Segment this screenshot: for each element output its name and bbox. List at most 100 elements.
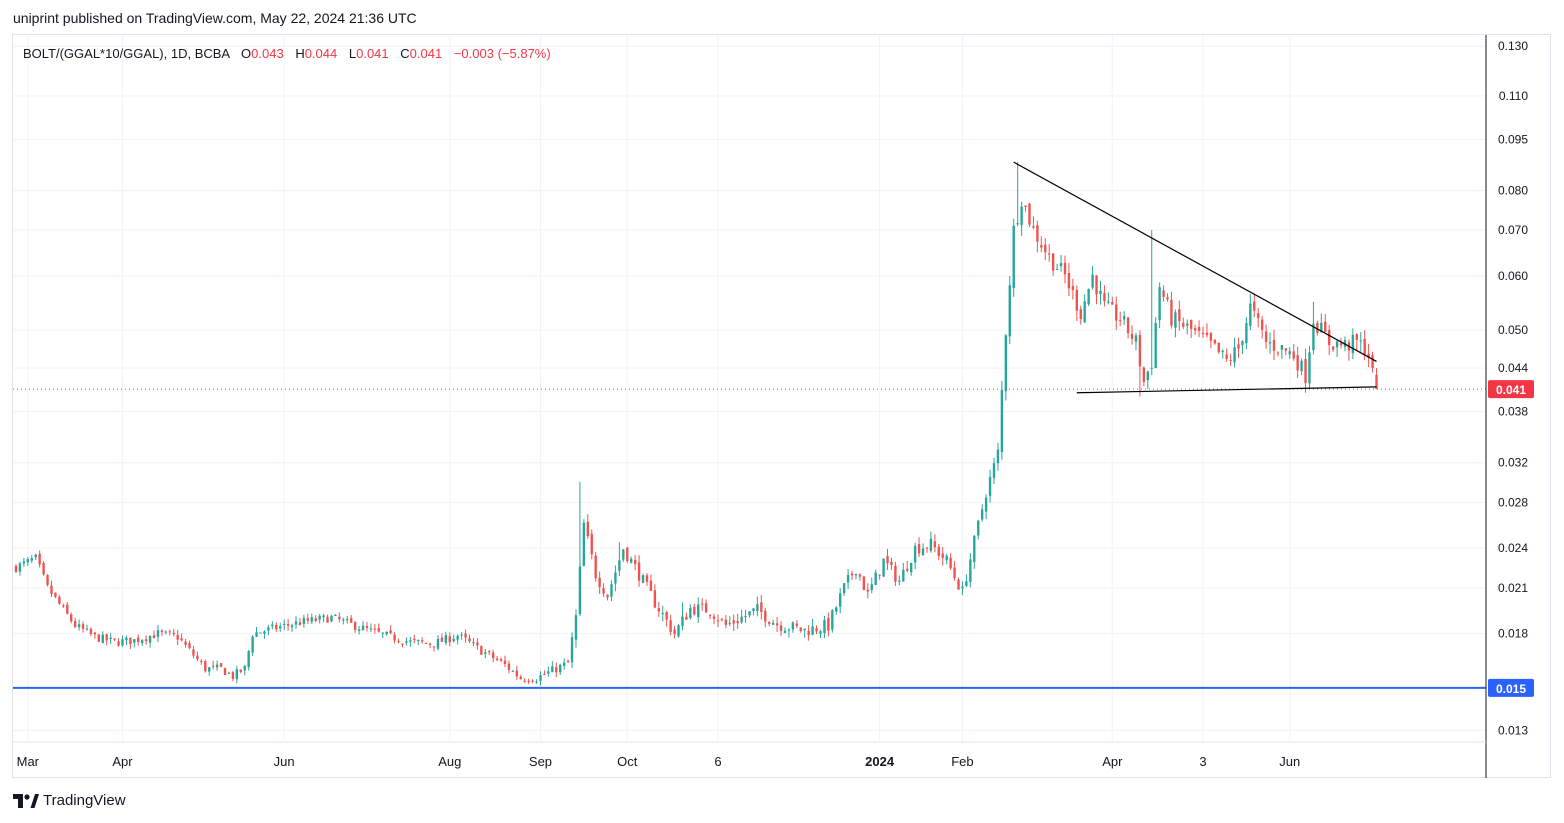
- candle-body: [152, 635, 156, 639]
- candle-body: [1359, 340, 1362, 342]
- candle-body: [259, 632, 262, 634]
- candle-body: [310, 617, 313, 622]
- candle-body: [93, 632, 97, 635]
- candle-body: [1296, 355, 1299, 371]
- candle-body: [168, 631, 171, 633]
- candle-body: [1126, 317, 1130, 334]
- candle-body: [1268, 342, 1272, 344]
- candle-body: [393, 634, 396, 641]
- candle-body: [125, 637, 128, 641]
- candle-body: [227, 672, 231, 674]
- candle-body: [129, 637, 132, 645]
- x-tick-label: Oct: [617, 754, 638, 769]
- y-tick-label: 0.060: [1498, 269, 1528, 283]
- candle-body: [511, 670, 515, 672]
- candle-body: [1339, 342, 1343, 346]
- candle-body: [1328, 330, 1331, 346]
- change-value: −0.003 (−5.87%): [453, 46, 551, 61]
- trendline: [1013, 161, 1377, 362]
- tradingview-brand[interactable]: TradingView: [13, 792, 126, 809]
- candle-body: [870, 584, 873, 591]
- candle-body: [756, 604, 759, 611]
- candle-body: [602, 588, 605, 594]
- y-tick-label: 0.024: [1498, 541, 1528, 555]
- candle-body: [1158, 287, 1161, 321]
- candle-body: [1225, 354, 1228, 360]
- trendline: [1076, 386, 1377, 394]
- candle-body: [768, 621, 771, 624]
- candle-body: [192, 649, 195, 656]
- candle-body: [1178, 309, 1181, 322]
- candle-body: [973, 536, 976, 562]
- candle-body: [346, 619, 349, 621]
- candle-body: [1257, 313, 1260, 319]
- candle-body: [385, 631, 388, 635]
- candle-body: [649, 580, 653, 591]
- candle-body: [665, 611, 668, 620]
- candle-body: [1233, 347, 1236, 363]
- candle-body: [109, 637, 112, 640]
- candle-body: [1186, 323, 1189, 326]
- candle-body: [279, 626, 282, 629]
- candle-body: [633, 559, 637, 565]
- candle-body: [819, 631, 822, 634]
- candle-body: [641, 575, 645, 583]
- x-tick-label: Feb: [951, 754, 973, 769]
- candle-body: [1292, 351, 1295, 359]
- candle-body: [215, 664, 219, 668]
- candle-body: [1036, 225, 1039, 242]
- candle-body: [1221, 350, 1224, 353]
- candle-body: [1122, 316, 1126, 320]
- candle-body: [531, 680, 534, 682]
- candle-body: [827, 617, 830, 631]
- candle-body: [689, 607, 692, 618]
- candle-body: [18, 563, 22, 572]
- candle-body: [1276, 352, 1280, 354]
- candle-body: [503, 660, 507, 664]
- candle-body: [752, 608, 755, 611]
- candle-body: [81, 624, 85, 629]
- candle-body: [1020, 206, 1023, 226]
- candle-body: [1146, 371, 1149, 381]
- reference-lines: [13, 388, 1486, 689]
- candle-body: [921, 548, 925, 556]
- candle-body: [748, 611, 751, 616]
- x-tick-label: Sep: [529, 754, 552, 769]
- tradingview-logo-icon: [13, 793, 39, 808]
- x-tick-label: 3: [1199, 754, 1206, 769]
- candle-body: [1008, 285, 1011, 337]
- candle-body: [941, 553, 944, 558]
- candle-body: [815, 628, 818, 632]
- candle-body: [1028, 203, 1031, 225]
- candle-body: [405, 641, 408, 643]
- support-price-tag: [1488, 678, 1534, 697]
- candle-body: [417, 639, 420, 642]
- candle-body: [290, 625, 294, 628]
- candle-body: [925, 547, 929, 549]
- candle-body: [50, 585, 53, 595]
- candle-body: [1316, 323, 1319, 333]
- candle-body: [590, 533, 593, 555]
- x-tick-label: 6: [714, 754, 721, 769]
- candle-body: [85, 628, 89, 630]
- candle-body: [1217, 342, 1220, 353]
- candle-body: [286, 624, 290, 626]
- candle-body: [1320, 322, 1323, 333]
- candle-body: [929, 538, 933, 551]
- axis-layer: 0.130 0.110 0.095 0.080 0.070 0.060 0.050 0.044…: [13, 35, 1534, 778]
- close-key: C: [400, 46, 410, 61]
- symbol-label: BOLT/(GGAL*10/GGAL), 1D, BCBA: [23, 46, 230, 61]
- candle-body: [850, 573, 854, 576]
- candle-body: [424, 642, 428, 644]
- candle-body: [787, 629, 791, 631]
- candle-body: [1284, 348, 1288, 351]
- candle-body: [1189, 320, 1193, 329]
- candle-body: [653, 590, 657, 608]
- candle-body: [464, 633, 467, 638]
- candle-body: [902, 569, 905, 582]
- candle-body: [980, 509, 984, 520]
- candle-body: [14, 565, 18, 572]
- candle-body: [133, 639, 136, 643]
- candle-body: [350, 618, 353, 623]
